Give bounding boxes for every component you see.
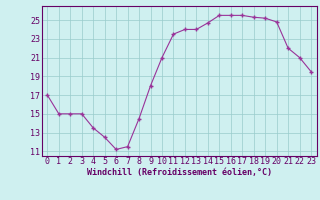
X-axis label: Windchill (Refroidissement éolien,°C): Windchill (Refroidissement éolien,°C) [87, 168, 272, 177]
